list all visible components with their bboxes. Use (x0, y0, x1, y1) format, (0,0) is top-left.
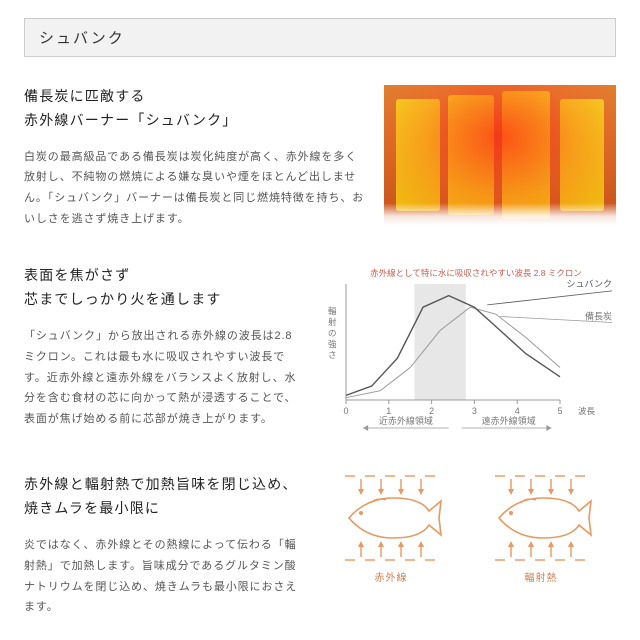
svg-text:の: の (328, 328, 337, 338)
title-line: 表面を焦がさず (24, 267, 130, 283)
section-1-title: 備長炭に匹敵する 赤外線バーナー「シュバンク」 (24, 85, 366, 133)
svg-text:4: 4 (515, 406, 520, 416)
title-line: 焼きムラを最小限に (24, 500, 160, 516)
fish-right-label: 輻射熱 (525, 569, 558, 584)
title-line: 芯までしっかり火を通します (24, 291, 222, 307)
title-line: 備長炭に匹敵する (24, 88, 146, 104)
svg-text:シュバンク: シュバンク (567, 279, 612, 289)
title-line: 赤外線と輻射熱で加熱旨味を閉じ込め、 (24, 476, 298, 492)
section-1: 備長炭に匹敵する 赤外線バーナー「シュバンク」 白炭の最高級品である備長炭は炭化… (24, 85, 616, 230)
svg-text:近赤外線領域: 近赤外線領域 (379, 415, 433, 426)
fish-diagram: 赤外線 輻射熱 (316, 473, 616, 618)
svg-text:強: 強 (328, 339, 337, 349)
section-3-title: 赤外線と輻射熱で加熱旨味を閉じ込め、 焼きムラを最小限に (24, 473, 298, 521)
svg-text:さ: さ (328, 350, 337, 360)
svg-text:射: 射 (328, 317, 337, 327)
wavelength-chart: 0 1 2 3 4 5 赤外線として特に水に吸収されやすい波長 2.8 ミクロン輻射の強さ波… (316, 264, 616, 439)
section-2: 表面を焦がさず 芯までしっかり火を通します 「シュバンク」から放出される赤外線の… (24, 264, 616, 439)
burner-image (384, 85, 616, 230)
section-2-title: 表面を焦がさず 芯までしっかり火を通します (24, 264, 298, 312)
fish-radiant-icon (481, 473, 601, 563)
section-2-body: 「シュバンク」から放出される赤外線の波長は2.8ミクロン。これは最も水に吸収され… (24, 326, 298, 430)
fish-infrared-icon (331, 473, 451, 563)
svg-text:2: 2 (429, 406, 434, 416)
svg-text:赤外線として特に水に吸収されやすい波長 2.8 ミクロン: 赤外線として特に水に吸収されやすい波長 2.8 ミクロン (370, 268, 582, 278)
section-1-body: 白炭の最高級品である備長炭は炭化純度が高く、赤外線を多く放射し、不純物の燃焼によ… (24, 147, 366, 231)
section-3-body: 炎ではなく、赤外線とその熱線によって伝わる「輻射熱」で加熱します。旨味成分である… (24, 535, 298, 619)
fish-left-label: 赤外線 (375, 569, 408, 584)
svg-text:1: 1 (386, 406, 391, 416)
svg-text:備長炭: 備長炭 (585, 311, 612, 322)
svg-text:0: 0 (343, 406, 348, 416)
svg-text:波長: 波長 (578, 406, 596, 416)
section-3: 赤外線と輻射熱で加熱旨味を閉じ込め、 焼きムラを最小限に 炎ではなく、赤外線とそ… (24, 473, 616, 618)
svg-text:遠赤外線領域: 遠赤外線領域 (482, 415, 536, 426)
section-header: シュバンク (24, 18, 616, 57)
svg-text:5: 5 (557, 406, 562, 416)
svg-text:3: 3 (472, 406, 477, 416)
title-line: 赤外線バーナー「シュバンク」 (24, 112, 238, 128)
svg-text:輻: 輻 (328, 306, 337, 316)
